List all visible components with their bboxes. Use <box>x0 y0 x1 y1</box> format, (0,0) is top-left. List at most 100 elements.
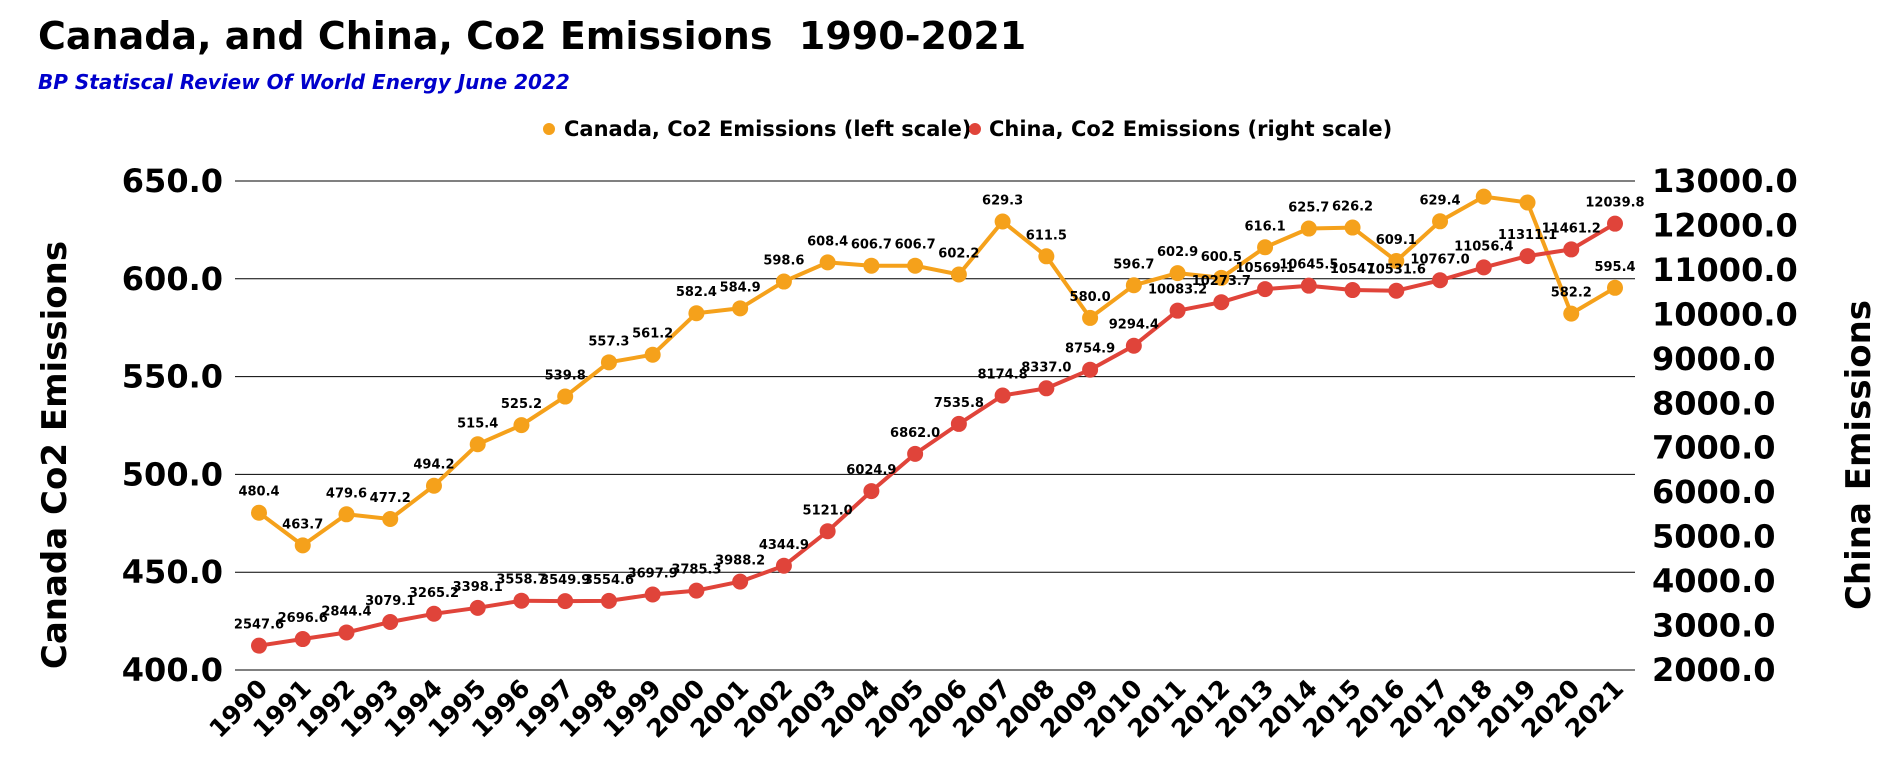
data-point-canada[interactable] <box>1300 220 1317 237</box>
data-point-china[interactable] <box>1082 361 1099 378</box>
data-label-china: 2547.6 <box>234 618 284 633</box>
data-point-china[interactable] <box>1563 241 1580 258</box>
data-label-china: 10569.1 <box>1235 261 1294 276</box>
data-point-canada[interactable] <box>1607 279 1623 296</box>
data-point-canada[interactable] <box>1038 248 1055 265</box>
data-label-canada: 606.7 <box>895 238 936 253</box>
data-point-china[interactable] <box>557 593 574 610</box>
data-point-china[interactable] <box>1213 294 1230 311</box>
data-point-canada[interactable] <box>994 213 1011 230</box>
data-label-canada: 616.1 <box>1245 219 1286 234</box>
data-label-china: 10273.7 <box>1192 274 1251 289</box>
data-point-canada[interactable] <box>1388 253 1405 270</box>
data-label-china: 11056.4 <box>1454 239 1513 254</box>
data-point-china[interactable] <box>1169 302 1186 319</box>
data-point-canada[interactable] <box>1213 269 1230 286</box>
data-point-canada[interactable] <box>1125 277 1142 294</box>
data-label-canada: 611.5 <box>1026 228 1067 243</box>
data-point-canada[interactable] <box>775 273 792 290</box>
data-label-canada: 539.8 <box>545 369 586 384</box>
data-label-china: 10547 <box>1330 262 1375 277</box>
data-point-china[interactable] <box>819 523 836 540</box>
data-point-china[interactable] <box>1257 281 1274 298</box>
y-right-tick-label: 11000.0 <box>1652 251 1798 289</box>
data-point-china[interactable] <box>1125 337 1142 354</box>
data-point-china[interactable] <box>863 483 880 500</box>
data-label-canada: 494.2 <box>413 458 454 473</box>
data-point-china[interactable] <box>907 445 924 462</box>
data-labels: 480.4 463.7 479.6 477.2 494.2 515.4525.2539.8… <box>234 193 1645 632</box>
series-canada <box>251 188 1623 554</box>
data-point-china[interactable] <box>644 586 661 603</box>
data-point-china[interactable] <box>251 637 267 654</box>
data-label-canada: 584.9 <box>720 280 761 295</box>
data-label-china: 8754.9 <box>1065 342 1115 357</box>
data-label-canada: 595.4 <box>1594 260 1635 275</box>
data-point-china[interactable] <box>513 592 530 609</box>
data-point-canada[interactable] <box>950 266 967 283</box>
data-label-canada: 602.9 <box>1157 245 1198 260</box>
data-point-china[interactable] <box>338 624 355 641</box>
data-point-china[interactable] <box>994 387 1011 404</box>
data-point-canada[interactable] <box>1257 239 1274 256</box>
data-point-canada[interactable] <box>338 506 355 523</box>
data-point-china[interactable] <box>950 415 967 432</box>
data-point-china[interactable] <box>775 557 792 574</box>
data-label-china: 10531.6 <box>1367 263 1426 278</box>
data-point-canada[interactable] <box>1344 219 1361 236</box>
data-point-china[interactable] <box>1344 282 1361 299</box>
data-point-canada[interactable] <box>1432 213 1449 230</box>
data-point-china[interactable] <box>1432 272 1449 289</box>
data-point-china[interactable] <box>688 582 705 599</box>
y-right-tick-label: 6000.0 <box>1652 473 1775 511</box>
data-label-china: 4344.9 <box>759 538 809 553</box>
data-point-canada[interactable] <box>732 300 749 317</box>
data-point-china[interactable] <box>1475 259 1492 276</box>
legend-item-china[interactable]: China, Co2 Emissions (right scale) <box>989 117 1392 141</box>
data-point-china[interactable] <box>600 592 617 609</box>
data-point-china[interactable] <box>732 573 749 590</box>
data-point-canada[interactable] <box>688 305 705 322</box>
data-label-canada: 515.4 <box>457 416 498 431</box>
data-point-china[interactable] <box>1519 248 1536 265</box>
data-point-canada[interactable] <box>382 510 399 527</box>
data-point-canada[interactable] <box>1475 188 1492 205</box>
data-point-canada[interactable] <box>1563 305 1580 322</box>
data-label-china: 3079.1 <box>365 594 415 609</box>
data-label-canada: 609.1 <box>1376 233 1417 248</box>
data-point-canada[interactable] <box>513 417 530 434</box>
data-point-canada[interactable] <box>644 346 661 363</box>
data-point-china[interactable] <box>1607 215 1623 232</box>
data-point-china[interactable] <box>425 605 442 622</box>
grid-lines <box>235 180 1635 671</box>
y-right-tick-label: 3000.0 <box>1652 607 1775 645</box>
data-point-china[interactable] <box>382 614 399 631</box>
data-point-canada[interactable] <box>1082 309 1099 326</box>
data-point-canada[interactable] <box>1519 194 1536 211</box>
series-line-canada <box>257 194 1617 548</box>
data-point-canada[interactable] <box>251 504 267 521</box>
data-point-china[interactable] <box>1388 282 1405 299</box>
data-point-china[interactable] <box>1300 277 1317 294</box>
data-point-canada[interactable] <box>1169 265 1186 282</box>
data-point-canada[interactable] <box>425 477 442 494</box>
data-point-canada[interactable] <box>819 254 836 271</box>
data-label-china: 8174.8 <box>978 368 1028 383</box>
data-label-canada: 557.3 <box>588 334 629 349</box>
data-point-canada[interactable] <box>907 257 924 274</box>
legend-item-canada[interactable]: Canada, Co2 Emissions (left scale) <box>564 117 971 141</box>
data-label-china: 3398.1 <box>453 580 503 595</box>
y-left-tick-label: 400.0 <box>122 651 223 689</box>
data-point-canada[interactable] <box>557 388 574 405</box>
data-point-canada[interactable] <box>294 537 311 554</box>
data-label-canada: 598.6 <box>763 254 804 269</box>
data-label-china: 10767.0 <box>1410 252 1469 267</box>
data-point-china[interactable] <box>1038 380 1055 397</box>
data-point-canada[interactable] <box>469 436 486 453</box>
data-label-canada: 625.7 <box>1288 201 1329 216</box>
data-point-canada[interactable] <box>863 257 880 274</box>
data-label-china: 11461.2 <box>1542 221 1601 236</box>
data-point-canada[interactable] <box>600 354 617 371</box>
data-point-china[interactable] <box>294 631 311 648</box>
data-point-china[interactable] <box>469 599 486 616</box>
